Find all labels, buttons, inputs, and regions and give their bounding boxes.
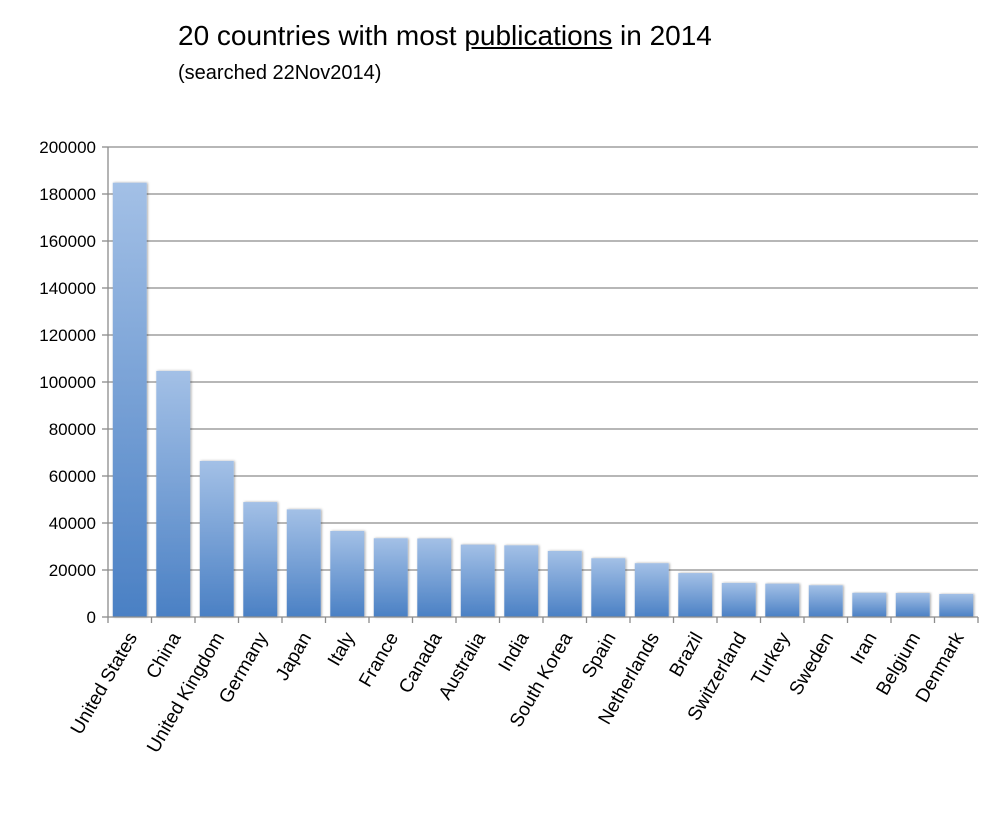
y-tick-label: 40000 bbox=[49, 514, 96, 533]
bar-denmark bbox=[939, 593, 974, 617]
bar-france bbox=[373, 538, 408, 617]
x-tick-label: France bbox=[355, 629, 403, 691]
title-text: 20 countries with most bbox=[178, 20, 465, 51]
x-tick-label: Italy bbox=[324, 629, 360, 670]
bar-south-korea bbox=[547, 550, 582, 617]
x-tick-label: China bbox=[143, 629, 186, 683]
y-axis-labels: 0 20000 40000 60000 80000 100000 120000 140000 1… bbox=[39, 138, 96, 627]
title-underlined-text: publications bbox=[464, 20, 613, 51]
y-tick-label: 180000 bbox=[39, 185, 96, 204]
y-tick-label: 60000 bbox=[49, 467, 96, 486]
gridlines bbox=[108, 146, 978, 571]
x-tick-label: Iran bbox=[847, 629, 882, 668]
y-tick-label: 0 bbox=[87, 608, 96, 627]
bar-china bbox=[156, 370, 191, 617]
bar-japan bbox=[286, 509, 321, 617]
bar-netherlands bbox=[634, 563, 669, 617]
y-tick-label: 200000 bbox=[39, 138, 96, 157]
bar-canada bbox=[417, 538, 452, 617]
y-tick-label: 160000 bbox=[39, 232, 96, 251]
y-tick-label: 120000 bbox=[39, 326, 96, 345]
chart-title: 20 countries with most publications in 2… bbox=[178, 20, 712, 52]
bar-italy bbox=[330, 530, 365, 617]
bar-sweden bbox=[808, 585, 843, 617]
bar-india bbox=[504, 545, 539, 617]
bar-united-states bbox=[112, 182, 147, 617]
bar-belgium bbox=[895, 593, 930, 617]
y-tick-label: 100000 bbox=[39, 373, 96, 392]
y-tick-label: 140000 bbox=[39, 279, 96, 298]
bar-united-kingdom bbox=[199, 460, 234, 617]
x-tick-label: Turkey bbox=[748, 629, 795, 690]
bar-switzerland bbox=[721, 582, 756, 617]
x-tick-label: United States bbox=[67, 629, 142, 738]
x-tick-label: Brazil bbox=[666, 629, 708, 681]
axes bbox=[102, 146, 979, 623]
bar-germany bbox=[243, 502, 278, 617]
y-tick-label: 20000 bbox=[49, 561, 96, 580]
bar-turkey bbox=[765, 583, 800, 617]
title-text-end: in 2014 bbox=[612, 20, 712, 51]
bar-australia bbox=[460, 544, 495, 617]
x-tick-label: India bbox=[495, 629, 534, 676]
y-tick-label: 80000 bbox=[49, 420, 96, 439]
x-tick-label: Japan bbox=[272, 629, 316, 684]
bar-brazil bbox=[678, 573, 713, 617]
x-tick-label: Spain bbox=[578, 629, 620, 682]
chart-subtitle: (searched 22Nov2014) bbox=[178, 62, 382, 84]
bar-spain bbox=[591, 558, 626, 617]
bar-iran bbox=[852, 592, 887, 617]
bars bbox=[112, 182, 974, 617]
